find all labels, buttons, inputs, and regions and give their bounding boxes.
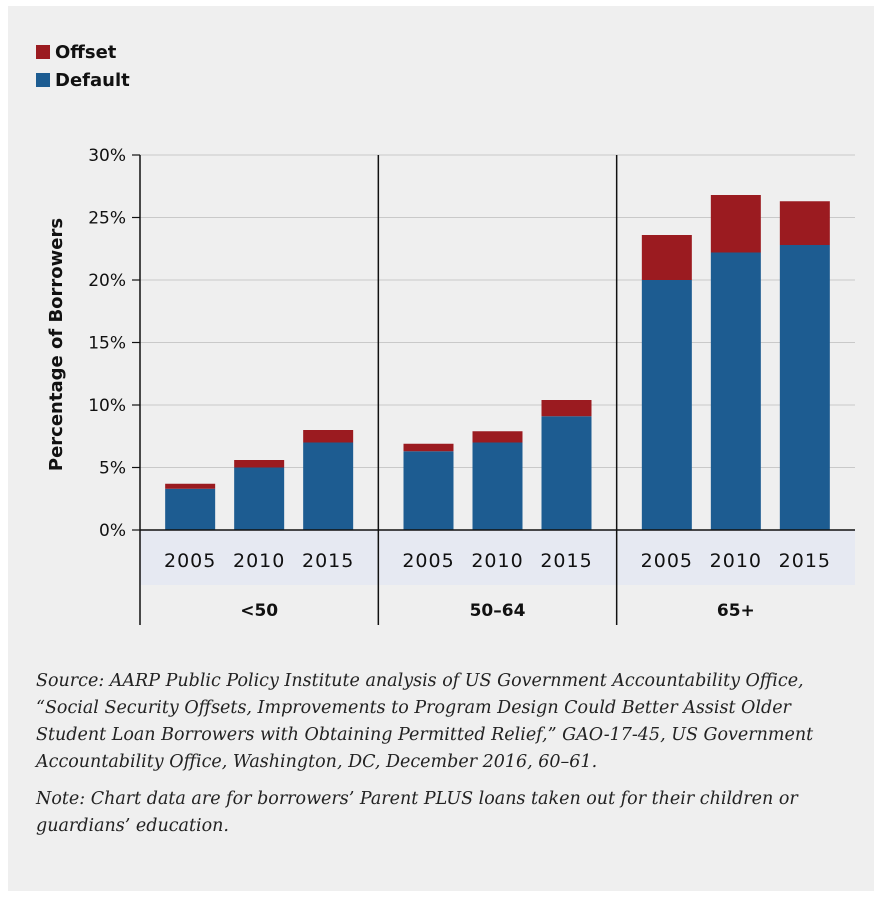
category-band [140, 530, 855, 585]
bar-offset [303, 430, 354, 443]
y-tick-label: 20% [88, 271, 126, 291]
x-tick-label: 2005 [641, 550, 693, 572]
bar-default [165, 488, 216, 530]
legend-item-offset: Offset [36, 38, 130, 66]
source-text: Source: AARP Public Policy Institute ana… [36, 671, 814, 772]
x-tick-label: 2015 [540, 550, 592, 572]
x-tick-label: 2010 [710, 550, 762, 572]
bar-default [403, 451, 454, 530]
bar-offset [641, 235, 692, 280]
group-label: 50–64 [470, 601, 526, 621]
bar-offset [710, 195, 761, 253]
y-tick-label: 10% [88, 396, 126, 416]
legend-label-default: Default [55, 69, 130, 91]
bar-default [710, 252, 761, 530]
y-tick-label: 15% [88, 334, 126, 354]
bar-offset [403, 443, 454, 452]
bar-offset [165, 483, 216, 489]
bar-default [541, 416, 592, 530]
x-tick-label: 2015 [302, 550, 354, 572]
y-tick-label: 5% [99, 459, 126, 479]
bar-offset [779, 201, 830, 245]
legend-item-default: Default [36, 66, 130, 94]
x-tick-label: 2005 [164, 550, 216, 572]
stacked-bar-chart: 0% 5% 10% 15% 20% 25% 30% Percentage of Borrowe… [46, 146, 855, 625]
legend-swatch-offset [36, 45, 50, 59]
x-tick-label: 2005 [402, 550, 454, 572]
group-label: <50 [240, 601, 278, 621]
y-tick-label: 0% [99, 521, 126, 541]
group-label: 65+ [717, 601, 755, 621]
bar-default [234, 467, 285, 530]
legend-label-offset: Offset [55, 41, 117, 63]
y-axis-label: Percentage of Borrowers [46, 218, 67, 471]
bar-default [779, 245, 830, 530]
bar-offset [234, 460, 285, 468]
note-text: Note: Chart data are for borrowers’ Pare… [36, 789, 798, 836]
legend: Offset Default [36, 38, 130, 94]
x-tick-label: 2015 [779, 550, 831, 572]
x-tick-label: 2010 [471, 550, 523, 572]
bar-default [303, 442, 354, 530]
y-tick-label: 25% [88, 209, 126, 229]
legend-swatch-default [36, 73, 50, 87]
bar-default [641, 280, 692, 530]
y-tick-label: 30% [88, 146, 126, 166]
bar-offset [541, 400, 592, 417]
chart-notes: Source: AARP Public Policy Institute ana… [36, 668, 866, 850]
x-tick-label: 2010 [233, 550, 285, 572]
bar-default [472, 442, 523, 530]
bar-offset [472, 431, 523, 443]
